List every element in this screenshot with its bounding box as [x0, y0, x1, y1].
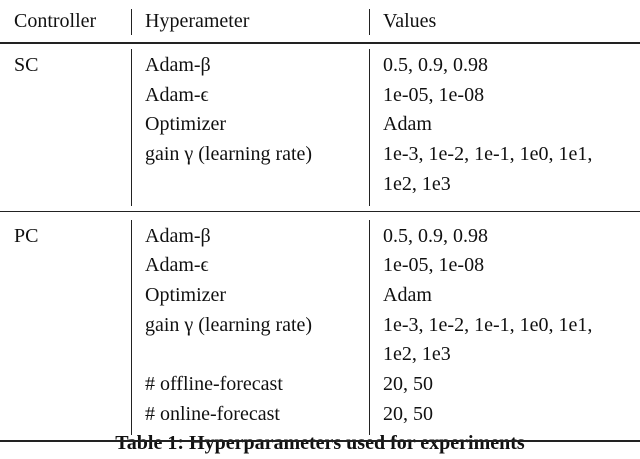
rule [0, 42, 640, 44]
value: 1e-05, 1e-08 [383, 83, 485, 106]
value: 1e2, 1e3 [383, 172, 451, 195]
value: Adam [383, 113, 432, 136]
separator [369, 9, 370, 35]
rule [0, 210, 640, 212]
separator [131, 219, 132, 436]
param: gain γ (learning rate) [145, 313, 313, 336]
param: # online-forecast [145, 402, 280, 425]
param: # offline-forecast [145, 373, 283, 395]
header-cell: Controller [14, 10, 97, 32]
value: Adam [383, 283, 432, 306]
controller: SC [14, 54, 39, 76]
param: Adam-β [145, 54, 211, 76]
controller: PC [14, 224, 39, 247]
caption: Table 1: Hyperparameters used for experi… [115, 432, 525, 454]
value: 1e-3, 1e-2, 1e-1, 1e0, 1e1, [383, 143, 593, 166]
param: Adam-β [145, 224, 211, 247]
header-cell: Values [383, 10, 437, 32]
value: 20, 50 [383, 373, 433, 395]
separator [131, 9, 132, 35]
param: Optimizer [145, 113, 227, 136]
param: Adam-ϵ [145, 83, 209, 106]
value: 1e-05, 1e-08 [383, 254, 485, 277]
value: 1e-3, 1e-2, 1e-1, 1e0, 1e1, [383, 313, 593, 336]
param: gain γ (learning rate) [145, 143, 313, 166]
param: Optimizer [145, 283, 227, 306]
value: 0.5, 0.9, 0.98 [383, 54, 488, 76]
param: Adam-ϵ [145, 254, 209, 277]
separator [369, 49, 370, 206]
rule [0, 440, 640, 442]
value: 0.5, 0.9, 0.98 [383, 224, 488, 247]
value: 20, 50 [383, 402, 433, 425]
separator [131, 49, 132, 206]
separator [369, 219, 370, 436]
header-cell: Hyperameter [145, 10, 250, 32]
value: 1e2, 1e3 [383, 343, 451, 366]
